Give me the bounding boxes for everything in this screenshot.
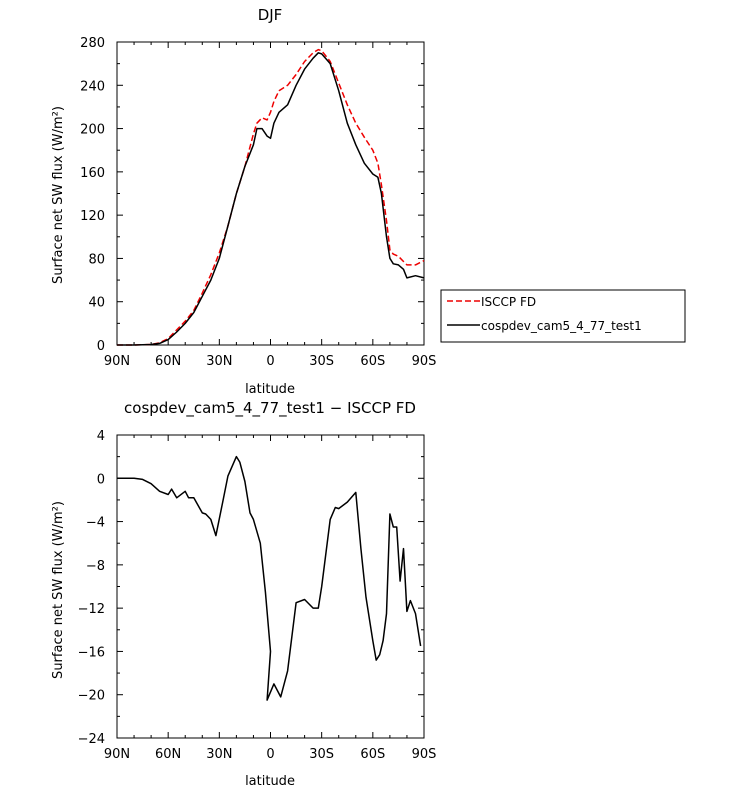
top-x-tick-label: 60N [155, 354, 181, 369]
top-plot-frame [116, 41, 425, 346]
bottom-x-tick-label: 90N [104, 747, 130, 762]
top-panel: DJF latitude Surface net SW flux (W/m²) … [51, 6, 686, 397]
bottom-y-tick-label: 0 [97, 472, 105, 487]
bottom-y-tick-label: 4 [97, 429, 105, 444]
bottom-y-tick-label: −4 [86, 516, 105, 531]
top-y-axis-label: Surface net SW flux (W/m²) [51, 106, 66, 284]
top-x-tick-label: 30N [206, 354, 232, 369]
bottom-y-tick-label: −16 [78, 645, 105, 660]
top-y-tick-label: 0 [97, 339, 105, 354]
top-x-tick-label: 90N [104, 354, 130, 369]
top-y-tick-label: 120 [80, 209, 105, 224]
top-y-tick-label: 280 [80, 36, 105, 51]
top-y-tick-label: 240 [80, 79, 105, 94]
bottom-x-tick-label: 30N [206, 747, 232, 762]
bottom-x-tick-label: 60S [360, 747, 385, 762]
top-series-line-2 [117, 52, 425, 346]
top-y-tick-label: 80 [88, 252, 105, 267]
top-x-tick-label: 60S [360, 354, 385, 369]
bottom-x-tick-label: 0 [266, 747, 274, 762]
top-y-tick-label: 40 [88, 296, 105, 311]
bottom-series-line-1 [117, 455, 422, 701]
legend-box [440, 289, 686, 343]
bottom-y-tick-label: −12 [78, 602, 105, 617]
bottom-panel: cospdev_cam5_4_77_test1 − ISCCP FD latit… [51, 399, 436, 789]
top-chart-title: DJF [258, 6, 283, 24]
bottom-y-tick-label: −24 [78, 732, 105, 747]
top-x-tick-label: 90S [412, 354, 437, 369]
bottom-x-tick-label: 90S [412, 747, 437, 762]
bottom-y-axis-label: Surface net SW flux (W/m²) [51, 501, 66, 679]
top-series-line-1 [117, 48, 425, 346]
bottom-y-tick-label: −20 [78, 689, 105, 704]
bottom-y-tick-label: −8 [86, 559, 105, 574]
legend: ISCCP FD cospdev_cam5_4_77_test1 [440, 289, 686, 343]
legend-label-model: cospdev_cam5_4_77_test1 [481, 319, 642, 333]
bottom-x-tick-label: 60N [155, 747, 181, 762]
legend-label-isccp: ISCCP FD [481, 295, 536, 309]
top-y-tick-label: 160 [80, 166, 105, 181]
bottom-chart-title: cospdev_cam5_4_77_test1 − ISCCP FD [124, 399, 416, 418]
top-x-tick-label: 30S [309, 354, 334, 369]
bottom-x-tick-label: 30S [309, 747, 334, 762]
bottom-x-axis-label: latitude [245, 774, 295, 789]
top-y-tick-label: 200 [80, 123, 105, 138]
top-x-tick-label: 0 [266, 354, 274, 369]
top-x-axis-label: latitude [245, 382, 295, 397]
